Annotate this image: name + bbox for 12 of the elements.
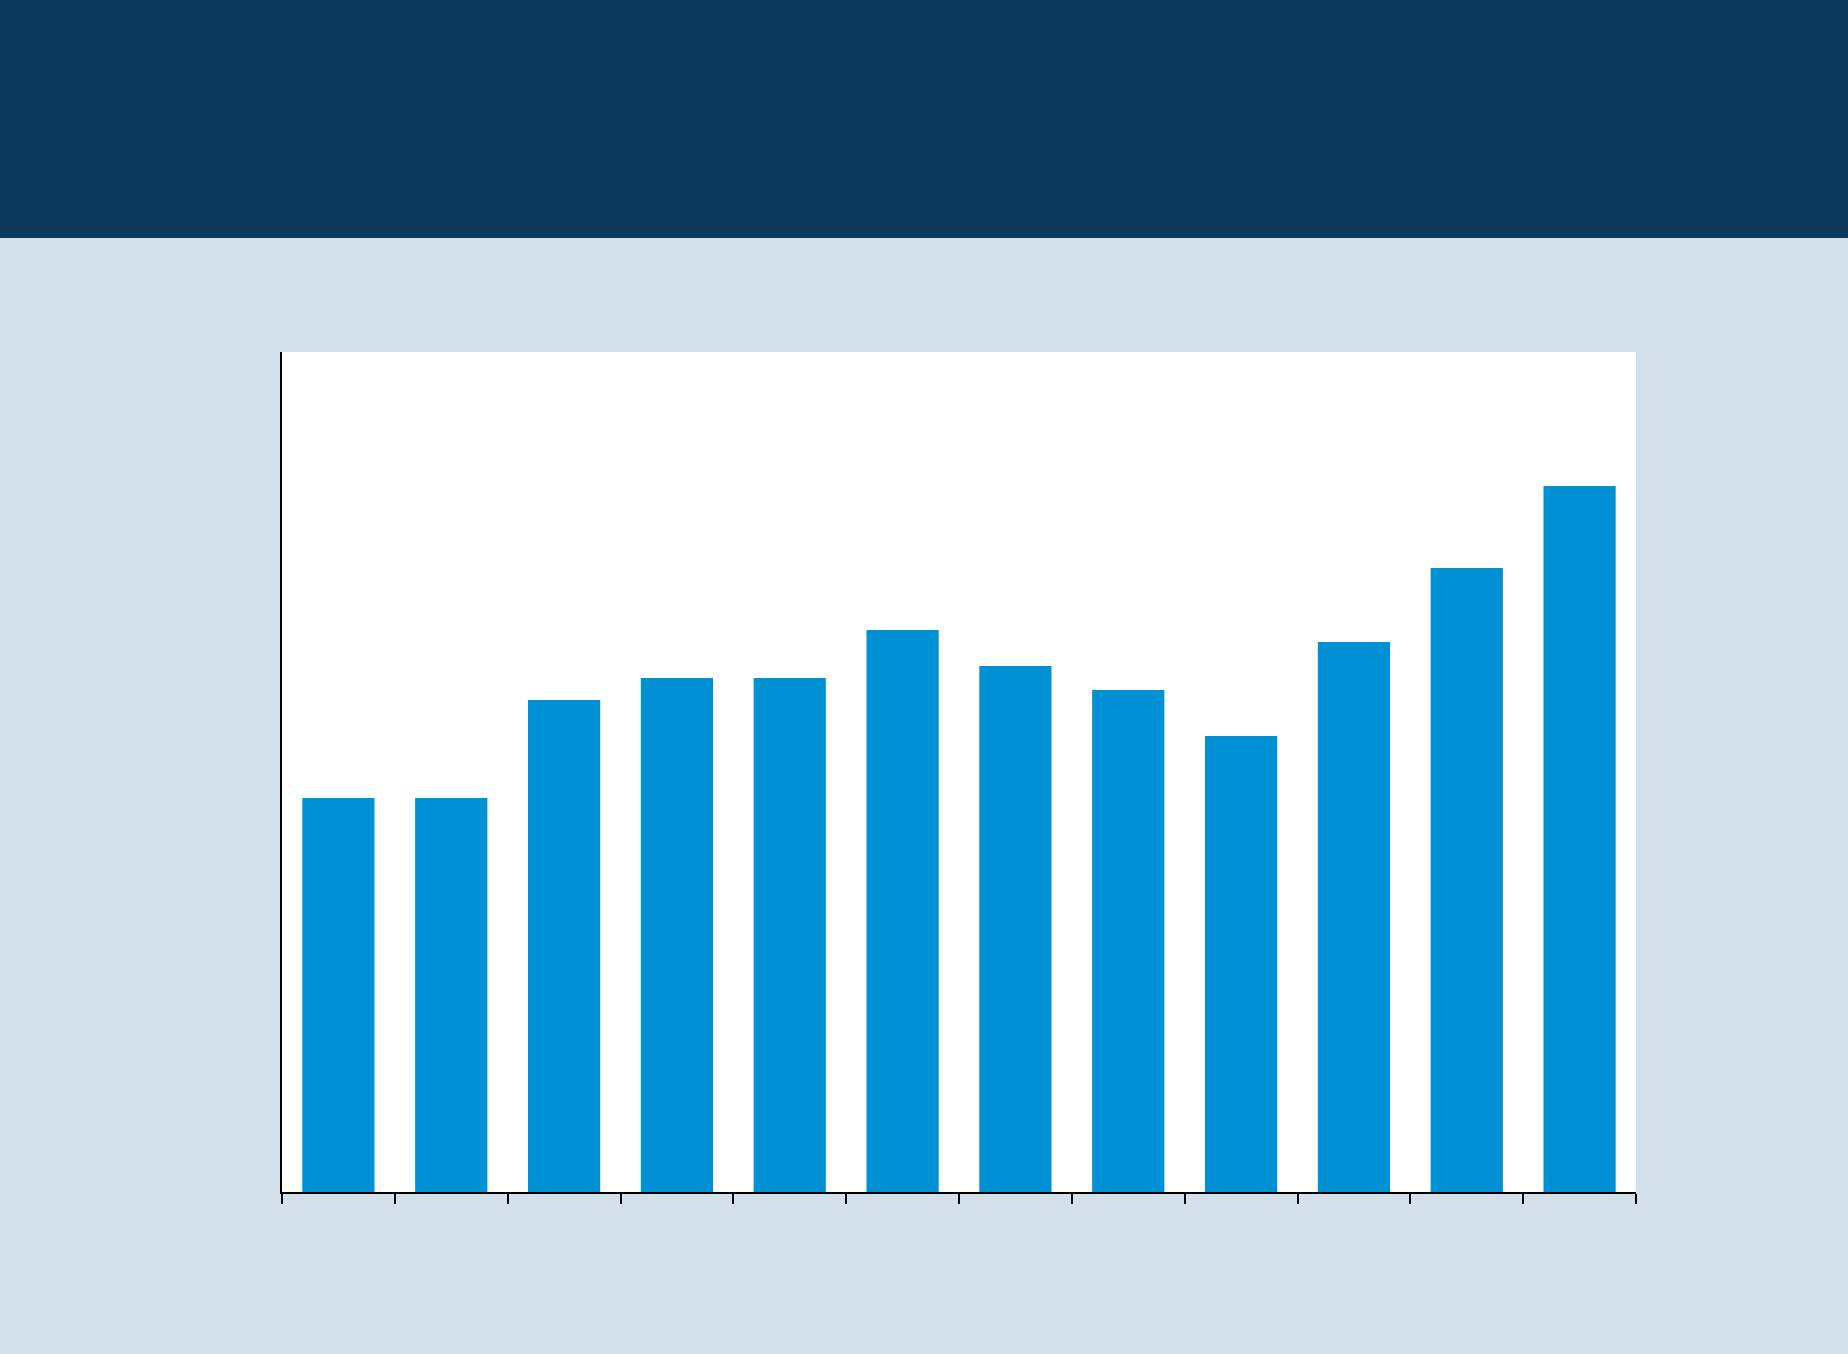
- bar: [302, 798, 375, 1192]
- bar: [1204, 736, 1278, 1192]
- bar: [979, 666, 1052, 1192]
- bar: [415, 798, 488, 1192]
- bar: [640, 678, 714, 1192]
- bar: [527, 700, 601, 1192]
- bar: [753, 678, 826, 1192]
- bar: [1430, 568, 1503, 1192]
- bar: [866, 630, 939, 1192]
- bar: [1092, 690, 1165, 1192]
- bar: [1317, 642, 1391, 1192]
- bar: [1543, 486, 1616, 1192]
